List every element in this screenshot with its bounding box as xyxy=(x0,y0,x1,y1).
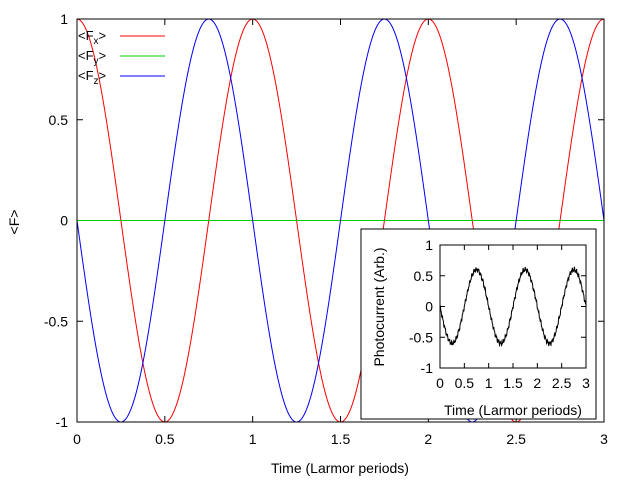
x-tick-label: 2.5 xyxy=(552,375,572,391)
legend-label-z: <Fz> xyxy=(78,68,106,87)
inset-y-axis-label: Photocurrent (Arb.) xyxy=(371,247,387,366)
x-tick-label: 1.5 xyxy=(331,431,351,447)
y-tick-label: 1 xyxy=(425,237,433,253)
x-tick-label: 0.5 xyxy=(155,431,175,447)
y-tick-label: 0 xyxy=(425,299,433,315)
x-tick-label: 0.5 xyxy=(455,375,475,391)
x-tick-label: 0 xyxy=(436,375,444,391)
inset-background xyxy=(360,228,597,420)
legend-label-x: <Fx> xyxy=(78,28,106,47)
inset-y-ticks: -1 -0.5 0 0.5 1 xyxy=(409,237,586,376)
series-line-z xyxy=(76,18,605,423)
y-tick-label: -0.5 xyxy=(44,313,68,329)
main-chart: 0 0.5 1 1.5 2 2.5 3 -1 -0.5 0 0.5 1 Time (Larmor p… xyxy=(6,11,608,476)
y-tick-label: 1 xyxy=(60,11,68,27)
y-tick-label: 0.5 xyxy=(414,268,434,284)
inset-series-lines xyxy=(439,266,587,348)
legend-label-y: <Fy> xyxy=(78,48,106,67)
inset-x-axis-label: Time (Larmor periods) xyxy=(444,402,582,418)
x-tick-label: 1.5 xyxy=(503,375,523,391)
main-plot-frame xyxy=(76,18,605,423)
x-tick-label: 2.5 xyxy=(506,431,526,447)
y-tick-label: 0.5 xyxy=(49,112,69,128)
legend: <Fx><Fy><Fz> xyxy=(78,28,165,87)
y-tick-label: -0.5 xyxy=(409,329,433,345)
x-tick-label: 1 xyxy=(485,375,493,391)
y-tick-label: -1 xyxy=(56,414,69,430)
main-y-axis-label: <F> xyxy=(6,210,22,235)
x-tick-label: 2 xyxy=(424,431,432,447)
y-tick-label: -1 xyxy=(421,360,434,376)
inset-x-ticks: 0 0.5 1 1.5 2 2.5 3 xyxy=(436,245,590,391)
y-tick-label: 0 xyxy=(60,213,68,229)
series-line-photocurrent xyxy=(439,266,587,348)
x-tick-label: 3 xyxy=(600,431,608,447)
x-tick-label: 2 xyxy=(533,375,541,391)
inset-plot-frame xyxy=(439,244,587,369)
x-tick-label: 3 xyxy=(582,375,590,391)
x-tick-label: 1 xyxy=(249,431,257,447)
inset-chart: 0 0.5 1 1.5 2 2.5 3 -1 -0.5 0 0.5 1 Time (Larmor p… xyxy=(360,228,597,420)
x-tick-label: 0 xyxy=(73,431,81,447)
main-x-axis-label: Time (Larmor periods) xyxy=(271,460,409,476)
main-y-ticks: -1 -0.5 0 0.5 1 xyxy=(44,11,604,430)
